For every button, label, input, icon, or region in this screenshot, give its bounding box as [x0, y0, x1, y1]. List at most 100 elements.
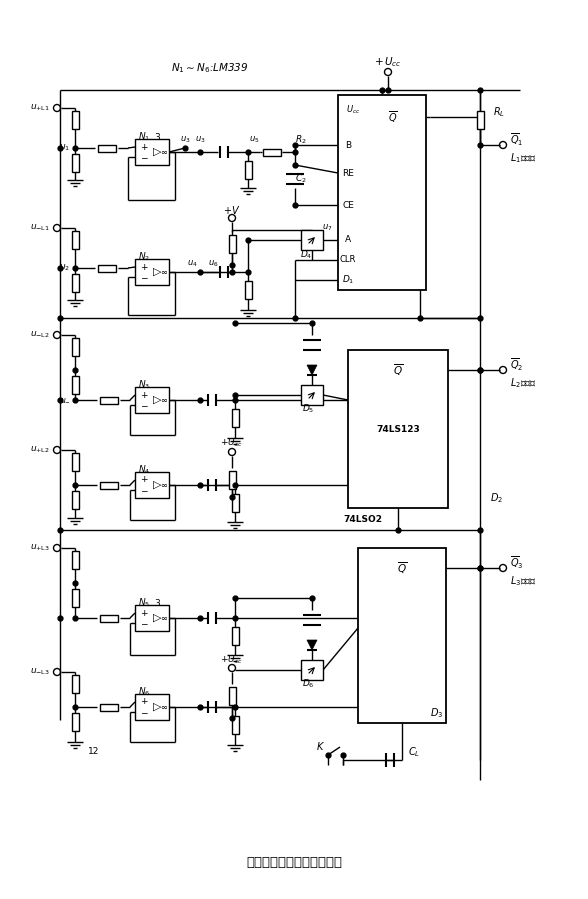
Text: A: A [345, 236, 351, 245]
Text: $\infty$: $\infty$ [160, 480, 168, 489]
Bar [232, 627, 239, 645]
Text: +: + [141, 476, 148, 485]
Text: $\triangleright$: $\triangleright$ [152, 611, 162, 625]
Text: 74LSO2: 74LSO2 [343, 515, 382, 524]
Text: $C_L$: $C_L$ [408, 745, 420, 759]
Text: $\triangleright$: $\triangleright$ [152, 265, 162, 279]
Bar [72, 713, 79, 731]
Text: $D_4$: $D_4$ [300, 249, 313, 262]
Bar [100, 704, 118, 710]
Text: $N_2$: $N_2$ [138, 251, 150, 263]
Text: $C_2$: $C_2$ [295, 173, 307, 185]
Text: 12: 12 [88, 747, 99, 756]
Text: $-$: $-$ [140, 272, 148, 281]
Bar [135, 472, 169, 498]
Text: $U_{cc}$: $U_{cc}$ [346, 103, 360, 116]
Text: $\infty$: $\infty$ [160, 268, 168, 277]
Text: $N_4$: $N_4$ [138, 464, 150, 476]
Text: $+V$: $+V$ [223, 204, 240, 216]
Text: +: + [141, 143, 148, 152]
Text: +: + [141, 609, 148, 618]
Text: $u_2$: $u_2$ [59, 263, 71, 273]
Text: $D_5$: $D_5$ [302, 403, 315, 415]
Text: $\overline{Q}$: $\overline{Q}$ [393, 362, 403, 378]
Text: $D_3$: $D_3$ [430, 706, 443, 720]
Text: $+\,U_{cc}$: $+\,U_{cc}$ [374, 55, 402, 69]
Bar [135, 139, 169, 165]
Bar [72, 231, 79, 249]
Text: CLR: CLR [340, 255, 356, 264]
Text: $\infty$: $\infty$ [160, 147, 168, 156]
Text: $\overline{Q}_3$: $\overline{Q}_3$ [510, 555, 523, 571]
Text: $N_5$: $N_5$ [138, 597, 150, 610]
Bar [98, 264, 116, 271]
Bar [338, 95, 426, 290]
Text: $-$: $-$ [140, 153, 148, 162]
Bar [229, 471, 236, 489]
Text: $L_2$相状态: $L_2$相状态 [510, 376, 537, 390]
Text: $\overline{Q}_2$: $\overline{Q}_2$ [510, 357, 523, 373]
Bar [245, 281, 252, 299]
Bar [263, 148, 281, 156]
Text: $u_7$: $u_7$ [322, 223, 332, 233]
Bar [135, 259, 169, 285]
Bar [229, 687, 236, 705]
Text: $u_{+\mathrm{L3}}$: $u_{+\mathrm{L3}}$ [30, 543, 50, 553]
Bar [72, 491, 79, 509]
Text: $u_{+\mathrm{L2}}$: $u_{+\mathrm{L2}}$ [30, 445, 50, 455]
Text: $N_6$: $N_6$ [138, 686, 150, 699]
Text: $L_3$相状态: $L_3$相状态 [510, 574, 537, 588]
Text: $R_L$: $R_L$ [493, 105, 505, 119]
Bar [229, 235, 236, 253]
Text: $+U_{cc}$: $+U_{cc}$ [220, 654, 243, 666]
Text: +: + [141, 698, 148, 707]
Text: $u_1$: $u_1$ [59, 143, 71, 153]
Text: B: B [345, 140, 351, 149]
Text: $\triangleright$: $\triangleright$ [152, 478, 162, 492]
Bar [135, 694, 169, 720]
Text: 74LS123: 74LS123 [376, 425, 420, 434]
Text: 交流调压电路工况检测电路: 交流调压电路工况检测电路 [246, 856, 342, 868]
Text: $\infty$: $\infty$ [160, 613, 168, 622]
Text: $D_1$: $D_1$ [342, 274, 354, 286]
Text: $-$: $-$ [140, 485, 148, 494]
Bar [72, 675, 79, 693]
Bar [135, 605, 169, 631]
Bar [72, 338, 79, 356]
Text: RE: RE [342, 168, 354, 177]
Bar [72, 274, 79, 292]
Text: $D_6$: $D_6$ [302, 678, 315, 690]
Bar [232, 494, 239, 512]
Text: $\infty$: $\infty$ [160, 702, 168, 711]
Text: 3: 3 [154, 599, 160, 608]
Text: $N_1$: $N_1$ [138, 130, 150, 143]
Bar [358, 548, 446, 723]
Text: $\triangleright$: $\triangleright$ [152, 394, 162, 406]
Text: $u_{-\mathrm{L3}}$: $u_{-\mathrm{L3}}$ [30, 667, 50, 677]
Text: $+U_{cc}$: $+U_{cc}$ [220, 437, 243, 450]
Bar [476, 111, 483, 129]
Text: $u_{-}$: $u_{-}$ [59, 396, 71, 405]
Bar [301, 660, 323, 680]
Bar [301, 230, 323, 250]
Text: $u_{-\mathrm{L1}}$: $u_{-\mathrm{L1}}$ [30, 223, 50, 233]
Text: $u_{-\mathrm{L2}}$: $u_{-\mathrm{L2}}$ [30, 330, 50, 340]
Bar [72, 589, 79, 607]
Bar [232, 409, 239, 427]
Text: $D_2$: $D_2$ [490, 491, 503, 505]
Text: +: + [141, 263, 148, 271]
Text: $u_3$: $u_3$ [195, 135, 205, 146]
Bar [72, 453, 79, 471]
Text: $\infty$: $\infty$ [160, 396, 168, 405]
Text: $\triangleright$: $\triangleright$ [152, 146, 162, 158]
Bar [100, 615, 118, 621]
Text: $N_1{\sim}N_6$:LM339: $N_1{\sim}N_6$:LM339 [171, 61, 249, 75]
Text: $\overline{Q}$: $\overline{Q}$ [388, 109, 398, 125]
Bar [72, 154, 79, 172]
Text: $-$: $-$ [140, 619, 148, 628]
Text: $\overline{Q}$: $\overline{Q}$ [397, 560, 407, 576]
Text: $u_{+\mathrm{L1}}$: $u_{+\mathrm{L1}}$ [30, 102, 50, 113]
Bar [232, 716, 239, 734]
Polygon shape [307, 365, 317, 375]
Bar [301, 385, 323, 405]
